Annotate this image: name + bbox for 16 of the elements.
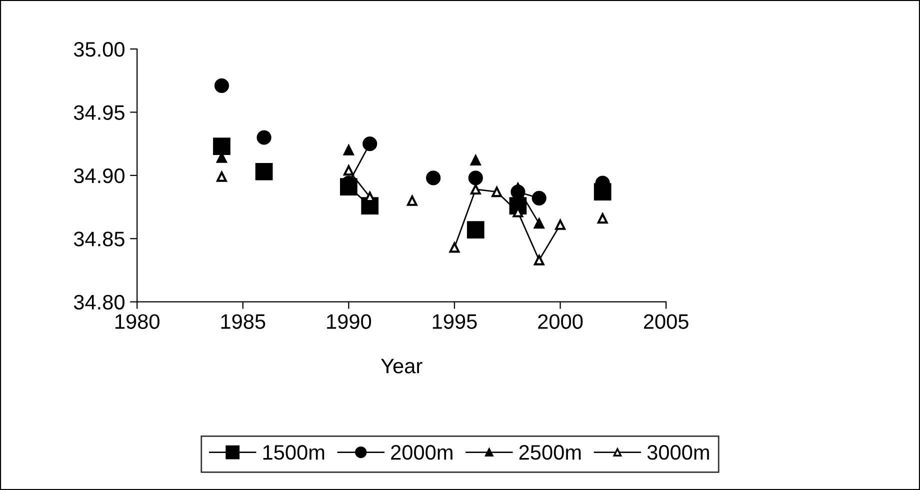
x-tick-label: 1995 [432, 314, 477, 329]
legend-label: 1500m [263, 445, 324, 460]
x-tick-label: 2000 [538, 314, 583, 329]
y-tick-label: 34.80 [74, 294, 124, 310]
y-tick-label: 35.00 [74, 42, 124, 57]
y-tick-label: 34.90 [74, 168, 124, 184]
x-tick-label: 2005 [644, 314, 688, 329]
legend-label: 2000m [391, 445, 452, 460]
x-tick-label: 1990 [327, 314, 372, 329]
x-tick-label: 1985 [221, 314, 266, 329]
y-tick-label: 34.95 [74, 105, 124, 120]
x-tick-label: 1980 [116, 314, 160, 329]
y-tick-label: 34.85 [74, 232, 124, 246]
legend-label: 3000m [647, 445, 709, 460]
x-axis-title: Year [380, 358, 422, 374]
legend-label: 2500m [519, 445, 581, 460]
